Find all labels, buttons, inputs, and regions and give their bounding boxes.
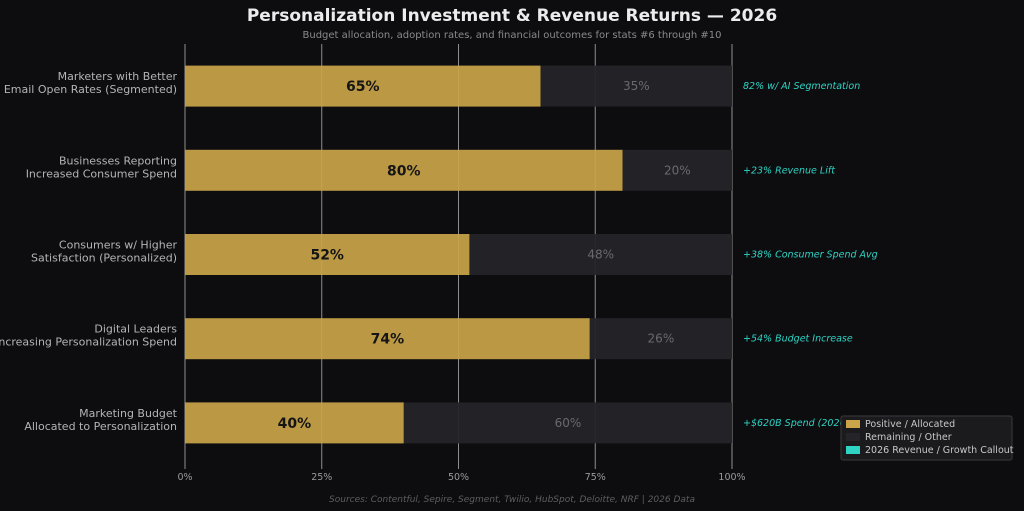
category-label: Marketing Budget Allocated to Personaliza… xyxy=(24,407,177,433)
bar-value-label: 80% xyxy=(387,163,421,179)
category-label-line: Digital Leaders xyxy=(94,323,177,336)
x-tick-label: 100% xyxy=(718,472,745,483)
category-label-line: Marketing Budget xyxy=(79,407,178,420)
growth-callout: 82% w/ AI Segmentation xyxy=(743,81,860,92)
legend-swatch xyxy=(846,420,860,428)
bar-positive xyxy=(185,234,470,275)
remaining-value-label: 35% xyxy=(623,79,650,93)
remaining-value-label: 60% xyxy=(555,416,582,430)
legend-box xyxy=(840,415,1013,461)
source-note: Sources: Contentful, Sepire, Segment, Tw… xyxy=(329,495,695,505)
category-label-line: Increasing Personalization Spend xyxy=(0,336,177,349)
bar-remaining xyxy=(589,318,732,360)
growth-callout: +38% Consumer Spend Avg xyxy=(743,250,878,261)
bar-value-label: 74% xyxy=(371,332,405,348)
bar-value-label: 65% xyxy=(346,79,380,95)
category-label-line: Marketers with Better xyxy=(58,70,178,83)
legend: Positive / Allocated Remaining / Other 202… xyxy=(840,415,1014,461)
growth-callout: +$620B Spend (2026) xyxy=(743,418,849,429)
legend-label: Remaining / Other xyxy=(865,432,952,443)
chart-title: Personalization Investment & Revenue Ret… xyxy=(247,6,777,26)
bar-remaining xyxy=(540,65,732,107)
category-label-line: Allocated to Personalization xyxy=(24,420,177,433)
bar-positive xyxy=(185,65,541,107)
category-label-line: Businesses Reporting xyxy=(59,154,177,167)
remaining-value-label: 20% xyxy=(664,163,691,177)
chart-subtitle: Budget allocation, adoption rates, and f… xyxy=(303,30,722,41)
growth-callout: +54% Budget Increase xyxy=(743,334,853,345)
bar-remaining xyxy=(403,402,732,444)
bar-value-label: 40% xyxy=(278,416,312,432)
legend-swatch xyxy=(846,433,860,441)
bar-remaining xyxy=(622,149,732,191)
category-label-line: Satisfaction (Personalized) xyxy=(31,252,177,265)
x-tick-label: 25% xyxy=(311,472,332,483)
category-label: Digital Leaders Increasing Personalizatio… xyxy=(0,323,177,349)
category-label-line: Consumers w/ Higher xyxy=(59,239,178,252)
label-layer: 0% 25% 50% 75% 100% 65% 35% Marketers with Bett… xyxy=(0,70,878,483)
legend-label: 2026 Revenue / Growth Callout xyxy=(865,445,1014,456)
growth-callout: +23% Revenue Lift xyxy=(743,165,836,176)
bar-positive xyxy=(185,149,623,191)
bar-positive xyxy=(185,318,590,360)
category-label-line: Email Open Rates (Segmented) xyxy=(4,83,177,96)
x-tick-label: 50% xyxy=(448,472,469,483)
bar-positive xyxy=(185,402,404,444)
category-label: Marketers with Better Email Open Rates (S… xyxy=(4,70,178,96)
legend-label: Positive / Allocated xyxy=(865,419,955,430)
bar-remaining xyxy=(469,234,732,275)
remaining-value-label: 48% xyxy=(587,248,614,262)
x-tick-label: 75% xyxy=(585,472,606,483)
x-tick-label: 0% xyxy=(177,472,192,483)
category-label: Businesses Reporting Increased Consumer S… xyxy=(26,154,177,180)
bar-layer xyxy=(185,65,732,444)
category-label-line: Increased Consumer Spend xyxy=(26,167,177,180)
remaining-value-label: 26% xyxy=(648,332,675,346)
category-label: Consumers w/ Higher Satisfaction (Persona… xyxy=(31,239,177,265)
legend-swatch xyxy=(846,446,860,454)
bar-value-label: 52% xyxy=(310,248,344,264)
